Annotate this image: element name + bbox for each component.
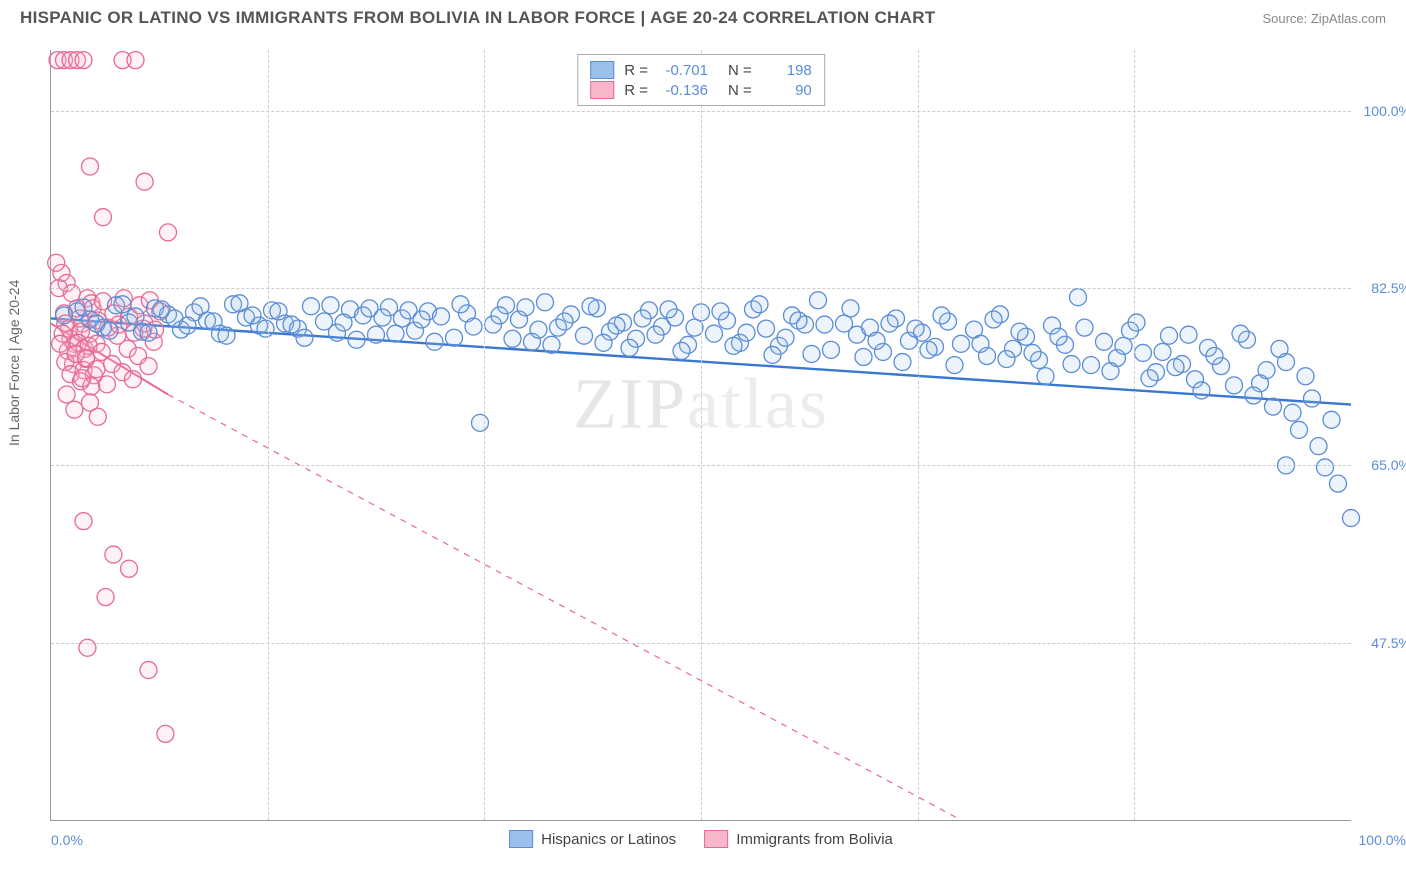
legend-row-blue: R = -0.701 N = 198 [590, 61, 812, 79]
gridline-v [701, 50, 702, 820]
swatch-pink-icon [704, 830, 728, 848]
legend-item-pink: Immigrants from Bolivia [704, 830, 893, 848]
x-tick-min: 0.0% [51, 832, 83, 848]
x-tick-max: 100.0% [1359, 832, 1406, 848]
chart-title: HISPANIC OR LATINO VS IMMIGRANTS FROM BO… [20, 8, 935, 28]
gridline-v [484, 50, 485, 820]
gridline-v [1134, 50, 1135, 820]
y-axis-title: In Labor Force | Age 20-24 [6, 280, 22, 446]
swatch-blue-icon [590, 61, 614, 79]
y-tick-label: 82.5% [1356, 280, 1406, 296]
legend-row-pink: R = -0.136 N = 90 [590, 81, 812, 99]
plot-area: ZIPatlas R = -0.701 N = 198 R = -0.136 N… [50, 50, 1351, 821]
swatch-blue-icon [509, 830, 533, 848]
y-tick-label: 100.0% [1356, 103, 1406, 119]
legend-correlation: R = -0.701 N = 198 R = -0.136 N = 90 [577, 54, 825, 106]
y-tick-label: 65.0% [1356, 457, 1406, 473]
source-label: Source: ZipAtlas.com [1262, 11, 1386, 26]
gridline-v [268, 50, 269, 820]
y-tick-label: 47.5% [1356, 635, 1406, 651]
legend-series: Hispanics or Latinos Immigrants from Bol… [509, 830, 893, 848]
legend-item-blue: Hispanics or Latinos [509, 830, 676, 848]
swatch-pink-icon [590, 81, 614, 99]
gridline-v [918, 50, 919, 820]
